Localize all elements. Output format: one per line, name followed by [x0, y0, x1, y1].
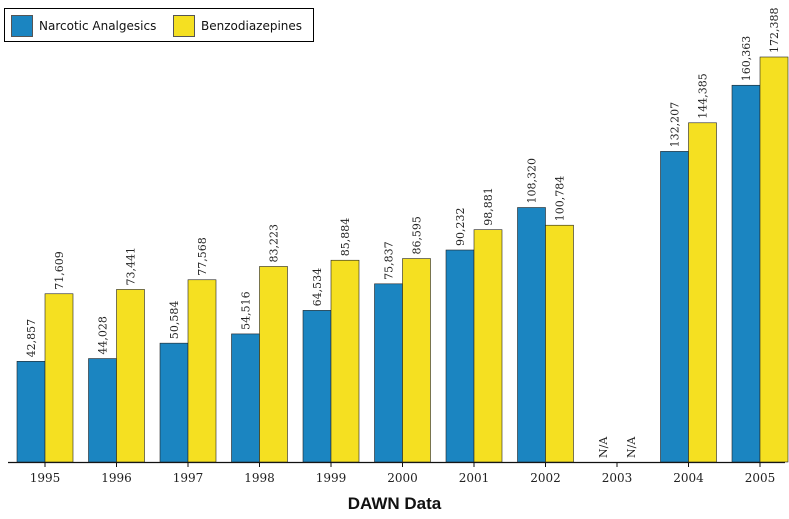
- x-tick-label-2002: 2002: [530, 471, 561, 485]
- bar-narcotic-2004: [660, 151, 689, 463]
- bar-narcotic-1995: [16, 361, 46, 463]
- data-label-benzo-1997: 77,568: [196, 237, 209, 276]
- bar-benzo-2000: [402, 258, 431, 463]
- data-label-narcotic-1998: 54,516: [240, 291, 253, 330]
- bar-narcotic-2002: [517, 207, 546, 463]
- data-label-narcotic-1995: 42,857: [25, 319, 38, 358]
- x-tick-label-2003: 2003: [602, 471, 633, 485]
- x-tick-label-2005: 2005: [745, 471, 776, 485]
- x-tick-label-2000: 2000: [387, 471, 418, 485]
- data-label-benzo-2005: 172,388: [768, 8, 781, 54]
- bar-narcotic-2005: [731, 84, 761, 463]
- bar-narcotic-1999: [302, 310, 332, 463]
- x-tick-label-1998: 1998: [244, 471, 275, 485]
- bar-narcotic-2001: [445, 249, 475, 463]
- bar-benzo-2001: [473, 229, 503, 463]
- x-tick-label-1996: 1996: [101, 471, 132, 485]
- data-label-benzo-2000: 86,595: [411, 216, 424, 255]
- data-label-narcotic-2000: 75,837: [383, 241, 396, 280]
- legend-item-benzo: Benzodiazepines: [173, 14, 302, 38]
- x-tick-label-2001: 2001: [459, 471, 490, 485]
- bar-narcotic-1998: [231, 333, 260, 463]
- data-label-benzo-2001: 98,881: [482, 187, 495, 226]
- legend: Narcotic Analgesics Benzodiazepines: [4, 8, 314, 42]
- data-label-benzo-1998: 83,223: [268, 224, 281, 263]
- data-label-narcotic-2001: 90,232: [454, 208, 467, 247]
- bar-benzo-1995: [44, 293, 74, 463]
- data-label-narcotic-1996: 44,028: [97, 316, 110, 355]
- legend-swatch-narcotic: [11, 15, 33, 37]
- data-label-benzo-2003: N/A: [625, 436, 638, 458]
- data-label-benzo-2002: 100,784: [554, 176, 567, 222]
- data-label-benzo-1995: 71,609: [53, 251, 66, 290]
- x-tick-label-2004: 2004: [673, 471, 704, 485]
- bar-benzo-1998: [259, 266, 288, 463]
- chart-title: DAWN Data: [347, 494, 442, 513]
- data-label-narcotic-2005: 160,363: [740, 36, 753, 82]
- data-label-narcotic-2004: 132,207: [669, 102, 682, 148]
- bar-narcotic-1997: [159, 342, 189, 463]
- bar-narcotic-2000: [374, 283, 403, 463]
- legend-label-narcotic: Narcotic Analgesics: [39, 19, 157, 33]
- x-tick-label-1995: 1995: [30, 471, 61, 485]
- bar-benzo-1999: [330, 259, 360, 463]
- bar-narcotic-1996: [88, 358, 117, 463]
- data-label-narcotic-2002: 108,320: [526, 158, 539, 204]
- bar-benzo-1997: [187, 279, 217, 463]
- bar-benzo-1996: [116, 289, 145, 463]
- bar-benzo-2005: [759, 56, 789, 463]
- legend-item-narcotic: Narcotic Analgesics: [11, 14, 156, 38]
- data-label-benzo-2004: 144,385: [697, 73, 710, 119]
- x-tick-label-1997: 1997: [173, 471, 204, 485]
- legend-swatch-benzo: [173, 15, 195, 37]
- bar-benzo-2004: [688, 122, 717, 463]
- data-label-benzo-1996: 73,441: [125, 247, 138, 286]
- x-tick-label-1999: 1999: [316, 471, 347, 485]
- data-label-narcotic-1997: 50,584: [168, 301, 181, 340]
- bar-benzo-2002: [545, 224, 574, 463]
- data-label-narcotic-1999: 64,534: [311, 268, 324, 307]
- data-label-benzo-1999: 85,884: [339, 218, 352, 257]
- data-label-narcotic-2003: N/A: [597, 436, 610, 458]
- legend-label-benzo: Benzodiazepines: [201, 19, 303, 33]
